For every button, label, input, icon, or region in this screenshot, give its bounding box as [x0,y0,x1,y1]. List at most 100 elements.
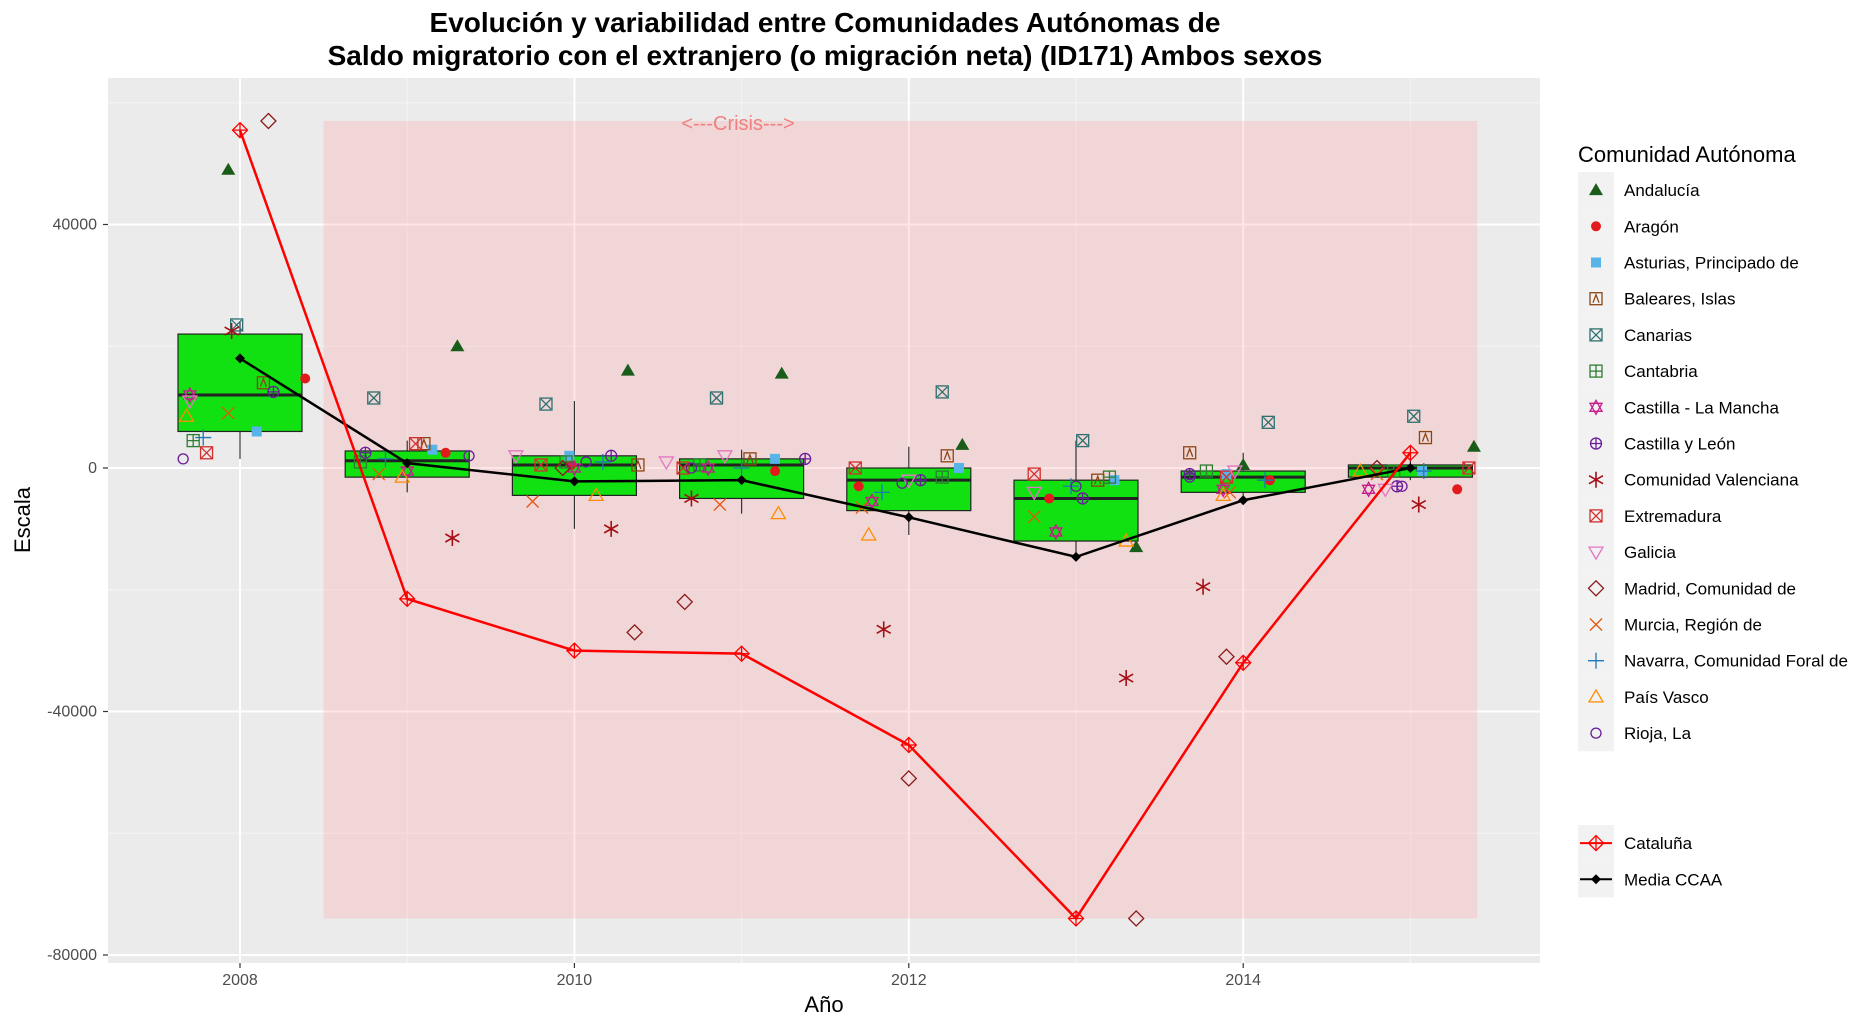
point-star-of-david [701,459,716,477]
point-circle-filled [440,447,451,458]
point-diamond [260,112,277,130]
marker-shape [799,453,811,465]
marker-shape [746,453,754,464]
point-square-cross [408,436,423,451]
y-axis-title: Escala [10,486,35,553]
point-square-x [743,452,757,466]
point-asterisk [684,490,699,507]
marker-shape [1589,183,1603,196]
point-x [1223,485,1237,499]
marker-shape [1026,486,1043,501]
point-diamond [554,459,572,477]
crisis-label: <---Crisis---> [681,113,794,135]
marker-shape [620,363,635,376]
point-circle-plus [605,449,618,462]
point-circle-filled [1452,484,1463,495]
marker-shape [864,496,880,510]
point-square-x [256,376,271,390]
marker-shape [367,391,381,405]
cataluna-point [565,642,583,660]
marker-shape [701,463,716,477]
box [1013,479,1139,542]
marker-shape [940,449,954,463]
marker-shape [1589,509,1603,523]
marker-shape [658,456,675,471]
marker-shape [736,475,747,486]
point-square-cross [1027,467,1041,481]
legend-label: Andalucía [1624,181,1700,200]
marker-shape [770,505,787,520]
point-square-x2 [1407,409,1421,423]
x-axis-title: Año [804,992,843,1017]
marker-shape [1236,457,1251,470]
marker-shape [417,436,431,451]
point-triangle-open [394,468,411,483]
crisis-region [323,121,1478,919]
marker-shape [580,456,592,468]
marker-shape [901,737,917,753]
marker-shape [1127,910,1145,927]
y-tick-label: 0 [88,460,97,477]
point-triangle-filled [1129,540,1144,553]
marker-shape [588,487,605,502]
marker-shape [770,466,781,477]
point-square-x2 [1261,415,1275,429]
marker-shape [743,452,757,466]
marker-shape [1183,446,1197,460]
legend-label: Castilla y León [1624,435,1736,454]
marker-shape [713,498,727,511]
legend-key-square-plus [1589,364,1603,378]
marker-shape [260,112,277,130]
marker-shape [676,461,690,475]
marker-shape [444,530,460,547]
marker-shape [1068,910,1084,926]
marker-shape [1452,484,1463,495]
point-asterisk [224,323,240,340]
marker-shape [539,397,553,411]
point-square-x [631,458,645,472]
cataluna-line [238,129,1412,921]
marker-shape [567,459,582,473]
marker-shape [1076,433,1090,448]
marker-shape [1590,329,1602,341]
marker-shape [359,447,371,459]
marker-shape [1588,471,1604,488]
legend-key-square-filled [1591,257,1601,268]
point-square-filled [1109,475,1120,486]
marker-shape [860,526,877,541]
marker-shape [1256,472,1273,489]
tick-marks [103,223,1244,968]
legend-key-diamond [1587,579,1605,597]
point-diamond [1218,648,1235,666]
marker-shape [1219,470,1234,484]
point-plus [377,450,394,467]
marker-shape [594,453,611,470]
marker-shape [1589,509,1603,523]
marker-shape [200,446,214,460]
marker-shape [631,458,645,472]
marker-shape [936,471,949,484]
marker-shape [300,373,311,384]
point-star-of-david [864,493,880,510]
chart-title-line1: Evolución y variabilidad entre Comunidad… [430,7,1221,38]
point-square-cross [1462,461,1476,475]
cataluna-point [398,590,416,608]
marker-shape [848,461,862,475]
point-diamond [626,623,644,641]
media-ccaa-point [569,476,580,487]
point-square-x [940,449,954,463]
point-square-x2 [1076,433,1090,448]
x-axis: 2008 2010 2012 2014 [222,972,1261,989]
marker-shape [221,406,235,420]
point-asterisk [603,520,619,537]
point-triangle-open [860,526,877,541]
marker-shape [1588,835,1604,851]
point-circle-plus [359,446,372,459]
marker-shape [1588,398,1604,412]
marker-shape [1415,463,1432,480]
media-ccaa-point [1238,495,1249,506]
marker-shape [1462,461,1476,475]
legend-key-square-cross [1589,509,1603,523]
marker-shape [267,386,279,398]
